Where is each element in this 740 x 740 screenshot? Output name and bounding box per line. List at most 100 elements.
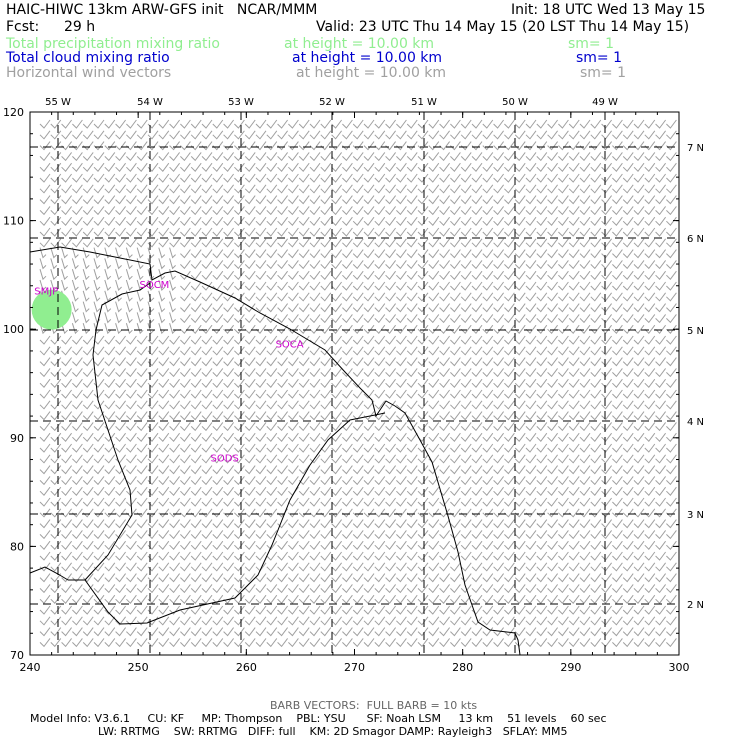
wind-barb	[266, 314, 278, 324]
wind-barb	[277, 497, 288, 507]
wind-barb	[601, 324, 612, 334]
wind-barb	[331, 530, 342, 540]
wind-barb	[266, 216, 278, 226]
wind-barb	[320, 303, 332, 313]
wind-barb	[374, 335, 386, 345]
wind-barb	[633, 594, 645, 604]
wind-barb	[72, 389, 83, 399]
wind-barb	[612, 260, 623, 270]
wind-barb	[428, 335, 440, 345]
wind-barb	[547, 357, 558, 367]
wind-barb	[234, 519, 245, 529]
wind-barb	[601, 605, 612, 615]
wind-barb	[212, 346, 224, 356]
wind-barb	[158, 323, 166, 335]
wind-barb	[385, 551, 396, 561]
wind-barb	[612, 270, 623, 280]
wind-barb	[342, 627, 353, 637]
wind-barb	[104, 573, 116, 583]
wind-barb	[504, 195, 515, 205]
wind-barb	[374, 249, 386, 259]
wind-barb	[374, 443, 386, 453]
wind-barb	[320, 249, 332, 259]
wind-barb	[644, 400, 656, 410]
wind-barb	[147, 195, 159, 205]
wind-barb	[363, 443, 375, 453]
wind-barb	[482, 270, 494, 280]
wind-barb	[158, 152, 170, 162]
wind-barb	[342, 497, 353, 507]
x-tick-label: 300	[669, 661, 690, 674]
wind-barb	[115, 540, 126, 550]
wind-barb	[180, 378, 191, 388]
wind-barb	[331, 184, 342, 194]
wind-barb	[450, 378, 461, 388]
wind-barb	[547, 260, 558, 270]
wind-barb	[363, 530, 375, 540]
wind-barb	[298, 389, 310, 399]
wind-barb	[180, 530, 191, 540]
wind-barb	[39, 195, 51, 205]
wind-barb	[72, 465, 83, 475]
wind-barb	[115, 301, 122, 313]
wind-barb	[39, 269, 47, 281]
wind-barb	[212, 627, 224, 637]
wind-barb	[266, 357, 278, 367]
wind-barb	[460, 130, 472, 140]
wind-barb	[590, 238, 602, 248]
wind-barb	[525, 400, 537, 410]
wind-barb	[428, 519, 440, 529]
wind-barb	[72, 627, 83, 637]
wind-barb	[439, 270, 450, 280]
wind-barb	[633, 454, 645, 464]
wind-barb	[255, 540, 267, 550]
wind-barb	[104, 152, 116, 162]
wind-barb	[255, 422, 267, 432]
wind-barb	[147, 594, 159, 604]
wind-barb	[568, 141, 580, 151]
wind-barb	[342, 605, 353, 615]
wind-barb	[374, 281, 386, 291]
wind-barb	[72, 638, 83, 648]
wind-barb	[558, 562, 569, 572]
wind-barb	[460, 519, 472, 529]
wind-barb	[439, 281, 450, 291]
wind-barb	[72, 184, 83, 194]
wind-barb	[61, 584, 72, 594]
wind-barb	[277, 476, 288, 486]
wind-barb	[504, 227, 515, 237]
wind-barb	[590, 314, 602, 324]
wind-barb	[331, 540, 342, 550]
wind-barb	[493, 324, 504, 334]
wind-barb	[320, 206, 332, 216]
wind-barb	[104, 616, 116, 626]
wind-barb	[136, 486, 148, 496]
wind-barb	[568, 411, 580, 421]
wind-barb	[396, 476, 407, 486]
wind-barb	[72, 551, 83, 561]
wind-barb	[396, 162, 407, 172]
wind-barb	[223, 173, 234, 183]
wind-barb	[504, 281, 515, 291]
wind-barb	[104, 301, 112, 313]
wind-barb	[320, 562, 332, 572]
wind-barb	[50, 508, 62, 518]
wind-barb	[180, 184, 191, 194]
wind-barb	[309, 432, 321, 442]
wind-barb	[39, 551, 51, 561]
wind-barb	[147, 476, 159, 486]
wind-barb	[504, 605, 515, 615]
wind-barb	[342, 584, 353, 594]
wind-barb	[385, 335, 396, 345]
wind-barb	[558, 627, 569, 637]
wind-barb	[298, 497, 310, 507]
wind-barb	[180, 162, 191, 172]
wind-barb	[309, 389, 321, 399]
wind-barb	[666, 476, 677, 486]
wind-barb	[169, 368, 180, 378]
wind-barb	[644, 238, 656, 248]
wind-barb	[190, 465, 202, 475]
wind-barb	[255, 324, 267, 334]
wind-barb	[244, 162, 256, 172]
wind-barb	[331, 216, 342, 226]
